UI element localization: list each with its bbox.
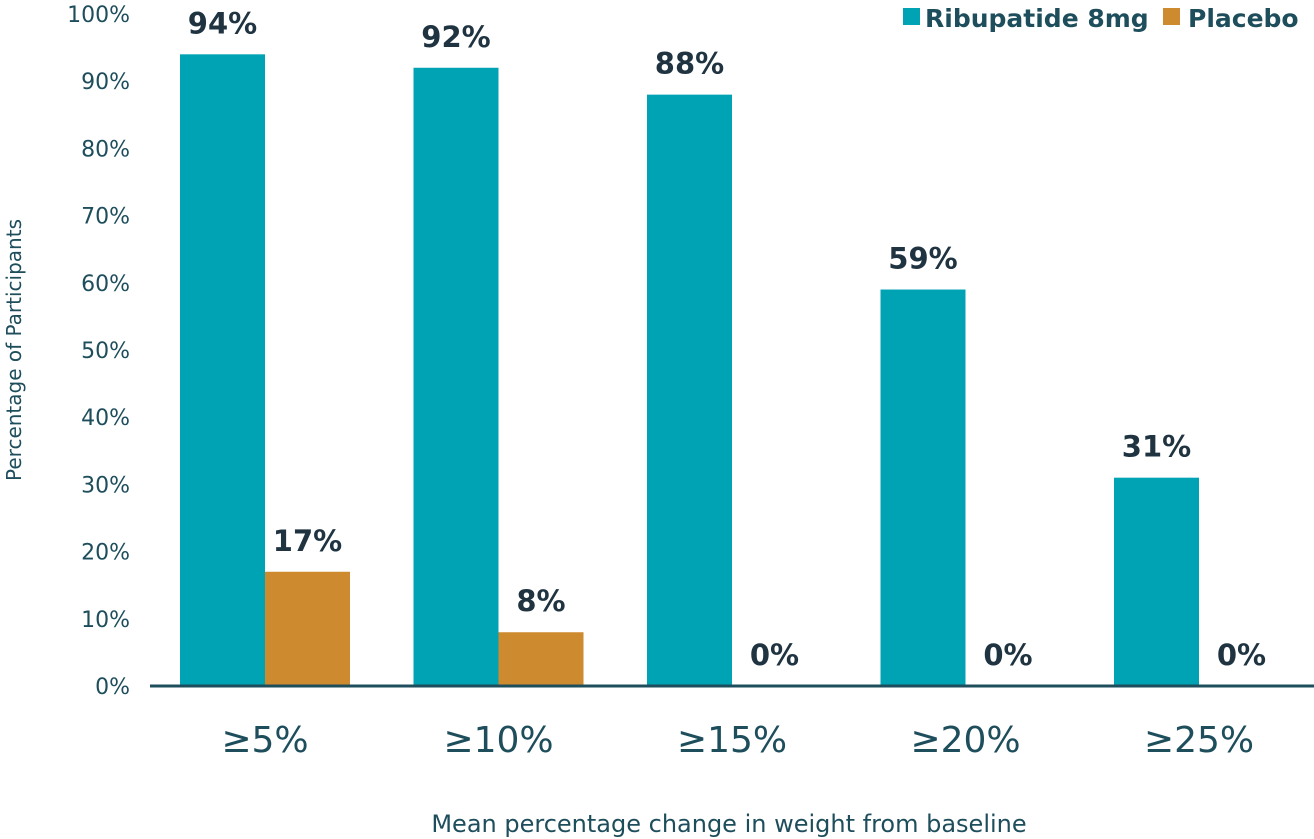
data-label-placebo-ge15pct: 0% bbox=[750, 638, 799, 672]
legend-swatch-ribupatide-8mg bbox=[903, 8, 920, 25]
bars-group bbox=[180, 54, 1199, 686]
legend-label-ribupatide-8mg: Ribupatide 8mg bbox=[925, 4, 1149, 33]
y-tick-label-60: 60% bbox=[81, 272, 130, 297]
y-tick-label-100: 100% bbox=[67, 3, 130, 28]
y-tick-label-0: 0% bbox=[95, 675, 130, 700]
y-tick-label-40: 40% bbox=[81, 406, 130, 431]
bar-ribupatide-8mg-ge15pct bbox=[647, 94, 732, 686]
data-label-placebo-ge20pct: 0% bbox=[983, 638, 1032, 672]
x-tick-label-ge5pct: ≥5% bbox=[221, 720, 308, 761]
x-axis-title: Mean percentage change in weight from ba… bbox=[431, 810, 1026, 838]
y-tick-label-70: 70% bbox=[81, 205, 130, 230]
legend-label-placebo: Placebo bbox=[1188, 4, 1299, 33]
data-label-ribupatide-8mg-ge25pct: 31% bbox=[1122, 430, 1191, 464]
data-label-ribupatide-8mg-ge5pct: 94% bbox=[188, 6, 257, 40]
data-label-placebo-ge25pct: 0% bbox=[1217, 638, 1266, 672]
y-tick-label-80: 80% bbox=[81, 137, 130, 162]
y-tick-label-30: 30% bbox=[81, 473, 130, 498]
bar-ribupatide-8mg-ge10pct bbox=[413, 67, 499, 686]
legend-swatch-placebo bbox=[1163, 8, 1180, 25]
y-tick-label-50: 50% bbox=[81, 339, 130, 364]
x-tick-label-ge25pct: ≥25% bbox=[1144, 720, 1254, 761]
y-axis: 0% 10% 20% 30% 40% 50% 60% 70% 80% 90% 100% bbox=[67, 3, 130, 700]
data-label-ribupatide-8mg-ge10pct: 92% bbox=[421, 20, 490, 54]
x-tick-label-ge20pct: ≥20% bbox=[910, 720, 1020, 761]
y-tick-label-90: 90% bbox=[81, 70, 130, 95]
bar-placebo-ge10pct bbox=[498, 632, 584, 686]
bar-ribupatide-8mg-ge25pct bbox=[1114, 477, 1199, 686]
x-tick-label-ge10pct: ≥10% bbox=[443, 720, 553, 761]
bar-placebo-ge5pct bbox=[265, 571, 350, 686]
y-tick-label-10: 10% bbox=[81, 608, 130, 633]
data-label-placebo-ge10pct: 8% bbox=[516, 584, 565, 618]
bar-ribupatide-8mg-ge20pct bbox=[880, 289, 966, 686]
data-label-ribupatide-8mg-ge20pct: 59% bbox=[888, 242, 957, 276]
y-tick-label-20: 20% bbox=[81, 541, 130, 566]
legend: Ribupatide 8mg Placebo bbox=[903, 4, 1299, 33]
x-axis: ≥5% ≥10% ≥15% ≥20% ≥25% bbox=[150, 684, 1314, 761]
data-labels-group: 94% 17% 92% 8% 88% 0% 59% 0% 31% 0% bbox=[188, 6, 1266, 672]
data-label-placebo-ge5pct: 17% bbox=[273, 524, 342, 558]
y-axis-title: Percentage of Participants bbox=[2, 219, 26, 481]
bar-ribupatide-8mg-ge5pct bbox=[180, 54, 265, 686]
data-label-ribupatide-8mg-ge15pct: 88% bbox=[655, 47, 724, 81]
x-tick-label-ge15pct: ≥15% bbox=[677, 720, 787, 761]
